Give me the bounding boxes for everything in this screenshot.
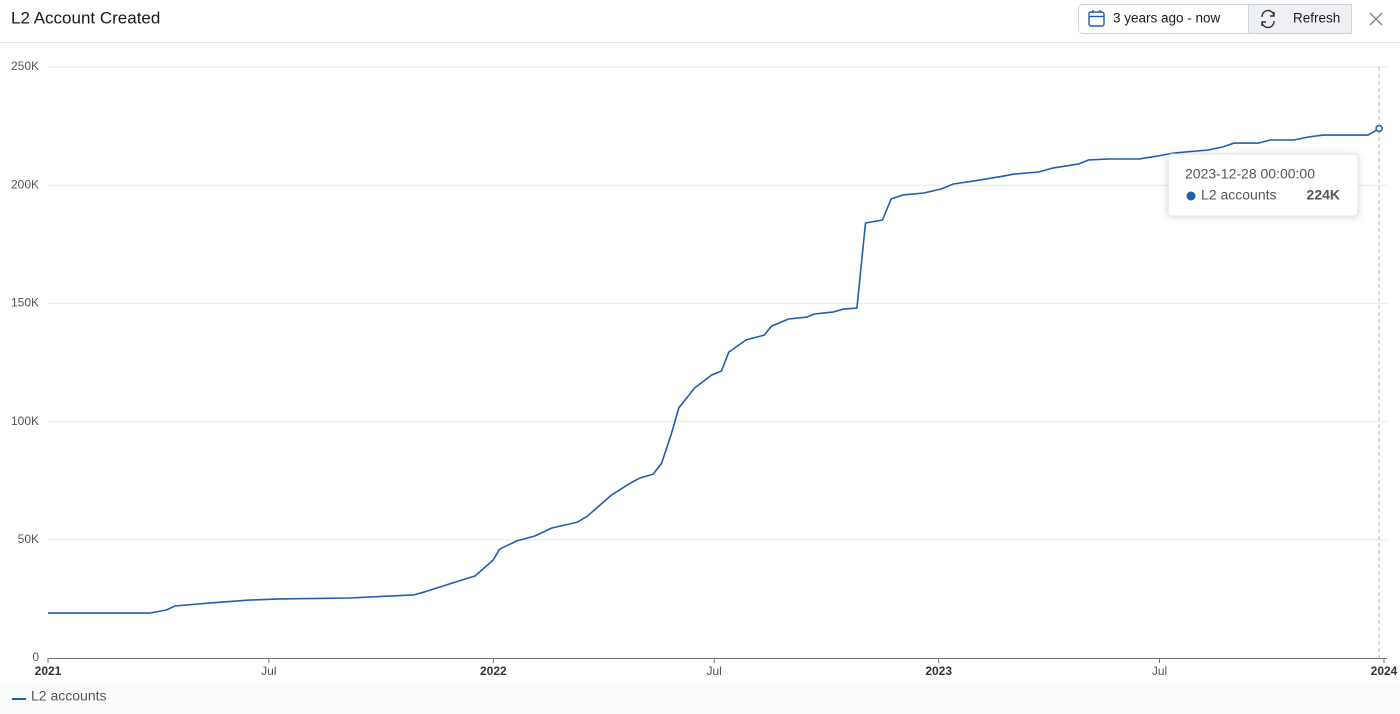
calendar-icon	[1088, 10, 1105, 27]
hover-point	[1375, 124, 1383, 133]
x-tick-label: Jul	[706, 664, 721, 678]
y-tick-label: 0	[32, 650, 39, 664]
tooltip-series: L2 accounts	[1201, 187, 1277, 203]
plot: 0 50K 100K 150K 200K 250K 2021 Jul 2022 Jul 2023 Ju…	[11, 59, 1398, 704]
y-tick-label: 100K	[11, 414, 39, 428]
x-tick-label: 2024	[1371, 664, 1398, 678]
x-tick-label: Jul	[261, 664, 276, 678]
tooltip-value: 224K	[1307, 187, 1340, 203]
y-tick-label: 200K	[11, 177, 39, 191]
tooltip: 2023-12-28 00:00:00 L2 accounts 224K	[1167, 153, 1359, 217]
refresh-icon	[1261, 9, 1275, 29]
series-line	[48, 127, 1380, 614]
refresh-button[interactable]	[1248, 4, 1352, 34]
refresh-label[interactable]: Refresh	[1293, 11, 1340, 26]
legend-bar	[0, 682, 1400, 714]
y-tick-label: 150K	[11, 296, 39, 310]
y-tick-label: 250K	[11, 59, 39, 73]
tooltip-swatch	[1186, 191, 1196, 201]
y-tick-label: 50K	[18, 532, 39, 546]
x-tick-label: 2021	[35, 664, 62, 678]
panel-title: L2 Account Created	[11, 8, 160, 27]
legend-label: L2 accounts	[31, 688, 107, 704]
close-button[interactable]	[1369, 12, 1383, 26]
tooltip-box	[1167, 153, 1359, 217]
x-tick-label: 2022	[480, 664, 507, 678]
time-range[interactable]: 3 years ago - now	[1113, 11, 1221, 26]
x-tick-label: Jul	[1152, 664, 1167, 678]
tooltip-date: 2023-12-28 00:00:00	[1185, 166, 1315, 182]
x-tick-label: 2023	[925, 664, 952, 678]
